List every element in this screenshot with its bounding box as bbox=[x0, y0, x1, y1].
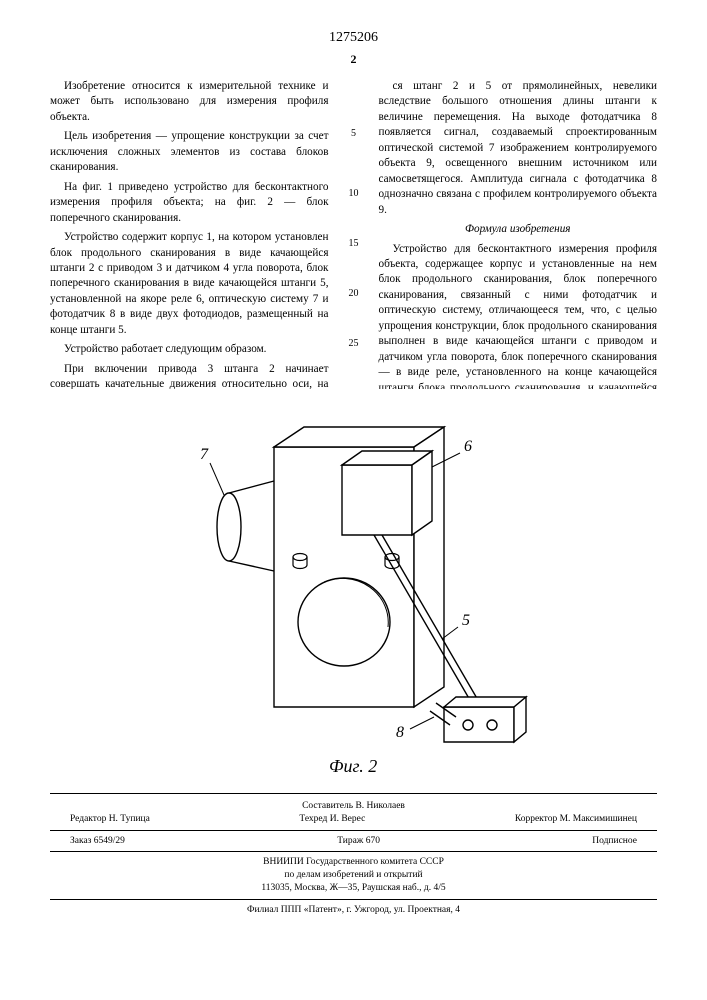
line-marker: 20 bbox=[347, 287, 361, 301]
text-columns: Изобретение относится к измерительной те… bbox=[50, 79, 657, 389]
patent-number: 1275206 bbox=[50, 30, 657, 46]
paragraph: При включении привода 3 штанга 2 начинае… bbox=[50, 362, 329, 389]
footer-order: Заказ 6549/29 bbox=[70, 835, 125, 848]
right-column: ся штанг 2 и 5 от прямолинейных, невелик… bbox=[379, 79, 658, 389]
paragraph: Цель изобретения — упрощение конструкции… bbox=[50, 129, 329, 175]
figure-label-7: 7 bbox=[200, 446, 209, 463]
paragraph: Устройство для бесконтактного измерения … bbox=[379, 242, 658, 389]
page: 1275206 2 Изобретение относится к измери… bbox=[0, 0, 707, 1000]
footer-org-2: по делам изобретений и открытий bbox=[50, 869, 657, 882]
figure-2-svg: 6 7 5 8 Фиг. 2 bbox=[174, 407, 534, 777]
line-marker: 10 bbox=[347, 187, 361, 201]
footer-subscription: Подписное bbox=[592, 835, 637, 848]
paragraph: На фиг. 1 приведено устройство для беско… bbox=[50, 180, 329, 226]
figure-label-6: 6 bbox=[464, 438, 472, 455]
paragraph: Устройство содержит корпус 1, на котором… bbox=[50, 230, 329, 338]
footer-corrector: Корректор М. Максимишинец bbox=[515, 813, 637, 826]
figure-caption: Фиг. 2 bbox=[329, 756, 377, 776]
footer-tirazh: Тираж 670 bbox=[337, 835, 380, 848]
paragraph: ся штанг 2 и 5 от прямолинейных, невелик… bbox=[379, 79, 658, 218]
footer: Составитель В. Николаев Редактор Н. Тупи… bbox=[50, 793, 657, 917]
line-number-gutter: 5 10 15 20 25 bbox=[347, 79, 361, 389]
paragraph: Устройство работает следующим образом. bbox=[50, 342, 329, 357]
formula-heading: Формула изобретения bbox=[379, 222, 658, 237]
line-marker: 5 bbox=[347, 127, 361, 141]
figure-2: 6 7 5 8 Фиг. 2 bbox=[50, 407, 657, 777]
footer-compiler: Составитель В. Николаев bbox=[50, 800, 657, 813]
footer-addr-2: Филиал ППП «Патент», г. Ужгород, ул. Про… bbox=[50, 904, 657, 917]
figure-label-8: 8 bbox=[396, 724, 404, 741]
left-column: Изобретение относится к измерительной те… bbox=[50, 79, 329, 389]
line-marker: 25 bbox=[347, 337, 361, 351]
figure-label-5: 5 bbox=[462, 612, 470, 629]
footer-techred: Техред И. Верес bbox=[299, 813, 365, 826]
footer-org-1: ВНИИПИ Государственного комитета СССР bbox=[50, 856, 657, 869]
paragraph: Изобретение относится к измерительной те… bbox=[50, 79, 329, 125]
line-marker: 15 bbox=[347, 237, 361, 251]
footer-editor: Редактор Н. Тупица bbox=[70, 813, 150, 826]
page-number: 2 bbox=[50, 52, 657, 67]
footer-addr-1: 113035, Москва, Ж—35, Раушская наб., д. … bbox=[50, 882, 657, 895]
